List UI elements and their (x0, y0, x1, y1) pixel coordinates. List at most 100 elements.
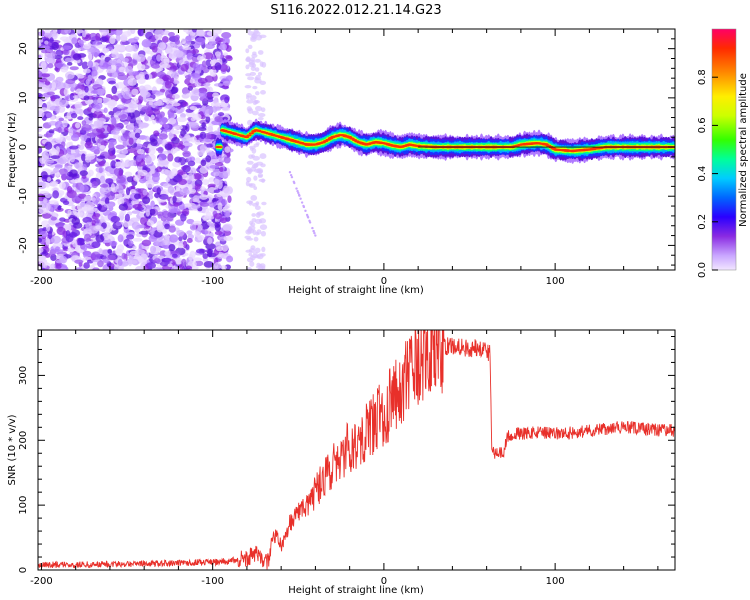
noise-blob (78, 144, 85, 150)
noise-blob (255, 231, 260, 236)
noise-blob (82, 244, 88, 252)
noise-blob (192, 220, 203, 226)
noise-blob (44, 40, 49, 45)
noise-blob (222, 43, 227, 50)
noise-blob (214, 223, 221, 232)
noise-blob (91, 69, 98, 77)
noise-blob (213, 178, 220, 185)
noise-blob (257, 169, 263, 174)
noise-blob (83, 95, 90, 101)
noise-blob (66, 185, 73, 194)
noise-blob (224, 146, 231, 153)
noise-blob (136, 148, 145, 155)
noise-blob (306, 215, 309, 218)
noise-blob (134, 193, 142, 200)
noise-blob (254, 78, 262, 84)
noise-blob (116, 244, 125, 252)
noise-blob (290, 175, 294, 179)
noise-blob (184, 74, 191, 80)
noise-blob (46, 169, 55, 175)
noise-blob (97, 138, 105, 144)
noise-blob (38, 181, 47, 190)
bottom-y-tick-label: 0 (18, 567, 29, 573)
noise-blob (137, 256, 145, 263)
noise-blob (127, 161, 134, 167)
noise-blob (225, 45, 232, 52)
noise-blob (141, 239, 152, 247)
noise-blob (125, 53, 132, 57)
noise-blob (180, 63, 189, 72)
noise-blob (104, 224, 113, 234)
noise-blob (151, 35, 156, 43)
noise-blob (42, 151, 50, 160)
top-y-label: Frequency (Hz) (7, 112, 18, 188)
noise-blob (170, 129, 180, 135)
noise-blob (258, 178, 266, 183)
noise-blob (191, 204, 201, 209)
noise-blob (150, 245, 157, 254)
noise-blob (39, 231, 48, 238)
bottom-x-tick-label: -200 (30, 576, 53, 587)
bottom-x-tick-label: -100 (201, 576, 224, 587)
noise-blob (187, 233, 195, 240)
noise-blob (59, 255, 68, 264)
noise-blob (41, 73, 51, 78)
noise-blob (71, 255, 76, 262)
noise-blob (186, 238, 193, 243)
noise-blob (162, 74, 172, 82)
noise-blob (246, 257, 254, 263)
noise-blob (171, 168, 178, 177)
noise-blob (249, 71, 257, 77)
noise-blob (186, 230, 193, 235)
noise-blob (202, 258, 209, 262)
noise-blob (159, 111, 165, 118)
noise-blob (189, 223, 197, 231)
noise-blob (130, 29, 136, 35)
noise-blob (52, 190, 60, 199)
noise-blob (253, 143, 259, 148)
noise-blob (51, 81, 57, 90)
noise-blob (254, 58, 261, 63)
noise-blob (50, 263, 56, 269)
noise-blob (45, 223, 51, 232)
noise-blob (260, 107, 266, 113)
bottom-y-tick-label: 100 (18, 496, 29, 515)
noise-blob (297, 193, 301, 197)
noise-blob (221, 32, 232, 39)
noise-blob (38, 98, 44, 108)
noise-blob (178, 59, 185, 66)
noise-blob (167, 263, 173, 268)
noise-blob (158, 133, 168, 140)
noise-blob (38, 213, 41, 222)
noise-blob (63, 126, 69, 133)
noise-blob (118, 203, 129, 211)
noise-blob (144, 73, 150, 80)
noise-blob (51, 41, 59, 51)
noise-blob (38, 207, 49, 215)
noise-blob (196, 55, 203, 62)
noise-blob (122, 85, 128, 93)
noise-blob (165, 104, 173, 109)
noise-blob (55, 221, 65, 229)
noise-blob (246, 99, 254, 104)
noise-blob (200, 186, 206, 191)
noise-blob (49, 105, 60, 112)
noise-blob (304, 209, 307, 213)
noise-blob (38, 38, 44, 43)
noise-blob (207, 183, 217, 189)
noise-blob (81, 124, 92, 132)
noise-blob (91, 197, 96, 202)
noise-blob (60, 141, 66, 148)
noise-blob (81, 61, 89, 70)
noise-blob (98, 160, 106, 167)
noise-blob (124, 213, 131, 222)
noise-blob (38, 134, 44, 139)
noise-blob (198, 127, 207, 132)
top-x-label: Height of straight line (km) (288, 285, 424, 296)
colorbar-ticks: 0.0 0.2 0.4 0.6 0.8 (697, 69, 718, 278)
noise-blob (131, 88, 139, 96)
noise-blob (164, 143, 173, 151)
noise-blob (113, 264, 124, 270)
noise-blob (99, 144, 106, 150)
